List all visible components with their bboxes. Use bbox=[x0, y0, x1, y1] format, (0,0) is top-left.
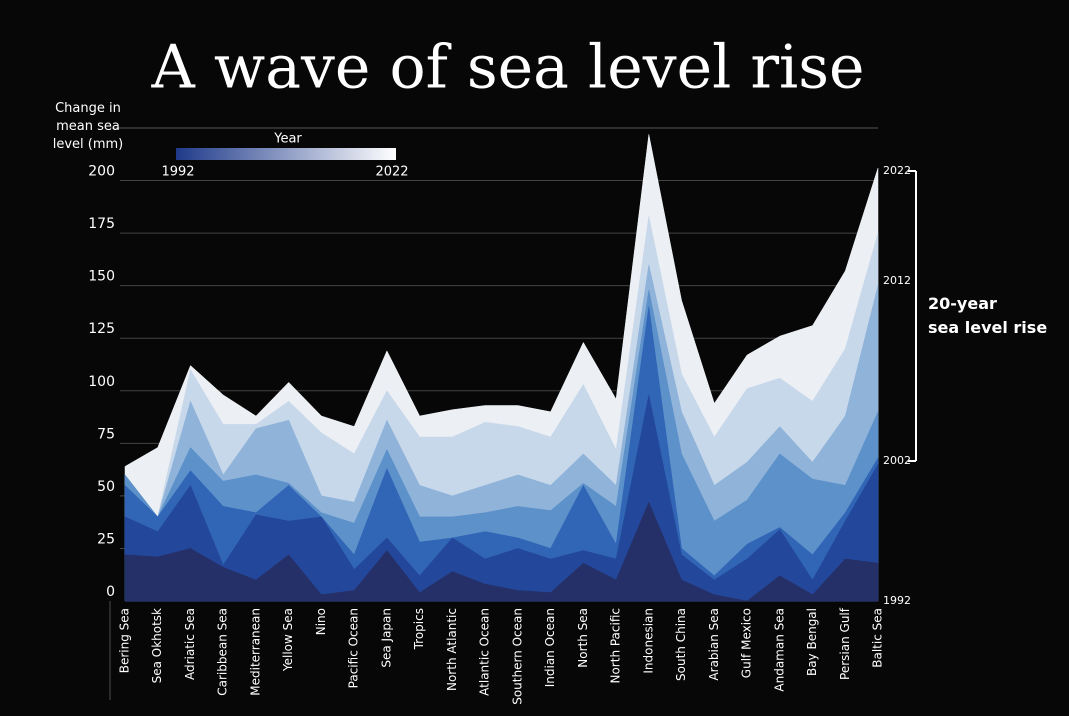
legend-end: 2022 bbox=[375, 165, 408, 180]
y-tick-label: 125 bbox=[88, 321, 115, 337]
x-tick-label: North Pacific bbox=[609, 608, 623, 684]
y-tick-label: 175 bbox=[88, 216, 115, 232]
y-tick-label: 200 bbox=[88, 164, 115, 180]
areas bbox=[120, 134, 879, 602]
x-tick-label: Bering Sea bbox=[118, 608, 132, 673]
x-tick-label: Sea Okhotsk bbox=[150, 608, 164, 683]
y-axis-label-line: mean sea bbox=[56, 119, 120, 134]
x-tick-label: Tropics bbox=[412, 608, 426, 650]
x-tick-label: Gulf Mexico bbox=[740, 608, 754, 678]
x-tick-label: Adriatic Sea bbox=[183, 608, 197, 680]
y-axis-label: Change in mean sea level (mm) bbox=[44, 100, 132, 154]
side-note: 20-year sea level rise bbox=[928, 292, 1047, 340]
y-axis-label-line: Change in bbox=[55, 101, 121, 116]
x-tick-label: North Sea bbox=[576, 608, 590, 668]
y-tick-label: 0 bbox=[106, 584, 115, 600]
area bbox=[124, 394, 879, 602]
legend-start: 1992 bbox=[161, 165, 194, 180]
x-tick-label: Persian Gulf bbox=[838, 607, 852, 680]
x-tick-label: Yellow Sea bbox=[281, 608, 295, 672]
side-note-line: 20-year bbox=[928, 294, 997, 313]
x-tick-label: Pacific Ocean bbox=[347, 608, 361, 688]
legend-title: Year bbox=[273, 132, 302, 147]
y-tick-label: 75 bbox=[97, 426, 115, 442]
bracket-label: 2002 bbox=[883, 454, 911, 467]
x-tick-label: Mediterranean bbox=[248, 608, 262, 696]
x-tick-label: Sea Japan bbox=[379, 608, 393, 668]
side-note-line: sea level rise bbox=[928, 318, 1048, 337]
chart-title: A wave of sea level rise bbox=[150, 33, 864, 103]
bracket-label: 2022 bbox=[883, 164, 911, 177]
x-tick-label: Nino bbox=[314, 608, 328, 635]
x-tick-label: North Atlantic bbox=[445, 608, 459, 691]
x-tick-label: South China bbox=[674, 608, 688, 681]
x-tick-label: Bay Bengal bbox=[805, 608, 819, 676]
bracket-label: 2012 bbox=[883, 274, 911, 287]
bracket-label: 1992 bbox=[883, 594, 911, 607]
y-tick-label: 25 bbox=[97, 531, 115, 547]
x-tick-label: Andaman Sea bbox=[772, 608, 786, 692]
x-tick-label: Baltic Sea bbox=[871, 608, 885, 668]
x-tick-label: Arabian Sea bbox=[707, 608, 721, 681]
area bbox=[124, 501, 879, 602]
y-tick-label: 150 bbox=[88, 269, 115, 285]
x-tick-label: Indonesian bbox=[641, 608, 655, 674]
x-tick-label: Atlantic Ocean bbox=[478, 608, 492, 696]
x-tick-label: Southern Ocean bbox=[510, 608, 524, 705]
legend-gradient bbox=[176, 148, 396, 160]
foreground: 0 25 50 75 100 125 150 175 200 Bering Sea Sea Okho… bbox=[88, 164, 911, 705]
y-tick-label: 100 bbox=[88, 374, 115, 390]
y-axis-label-line: level (mm) bbox=[52, 137, 124, 152]
y-tick-label: 50 bbox=[97, 479, 115, 495]
x-tick-label: Indian Ocean bbox=[543, 608, 557, 687]
x-tick-label: Caribbean Sea bbox=[216, 608, 230, 696]
